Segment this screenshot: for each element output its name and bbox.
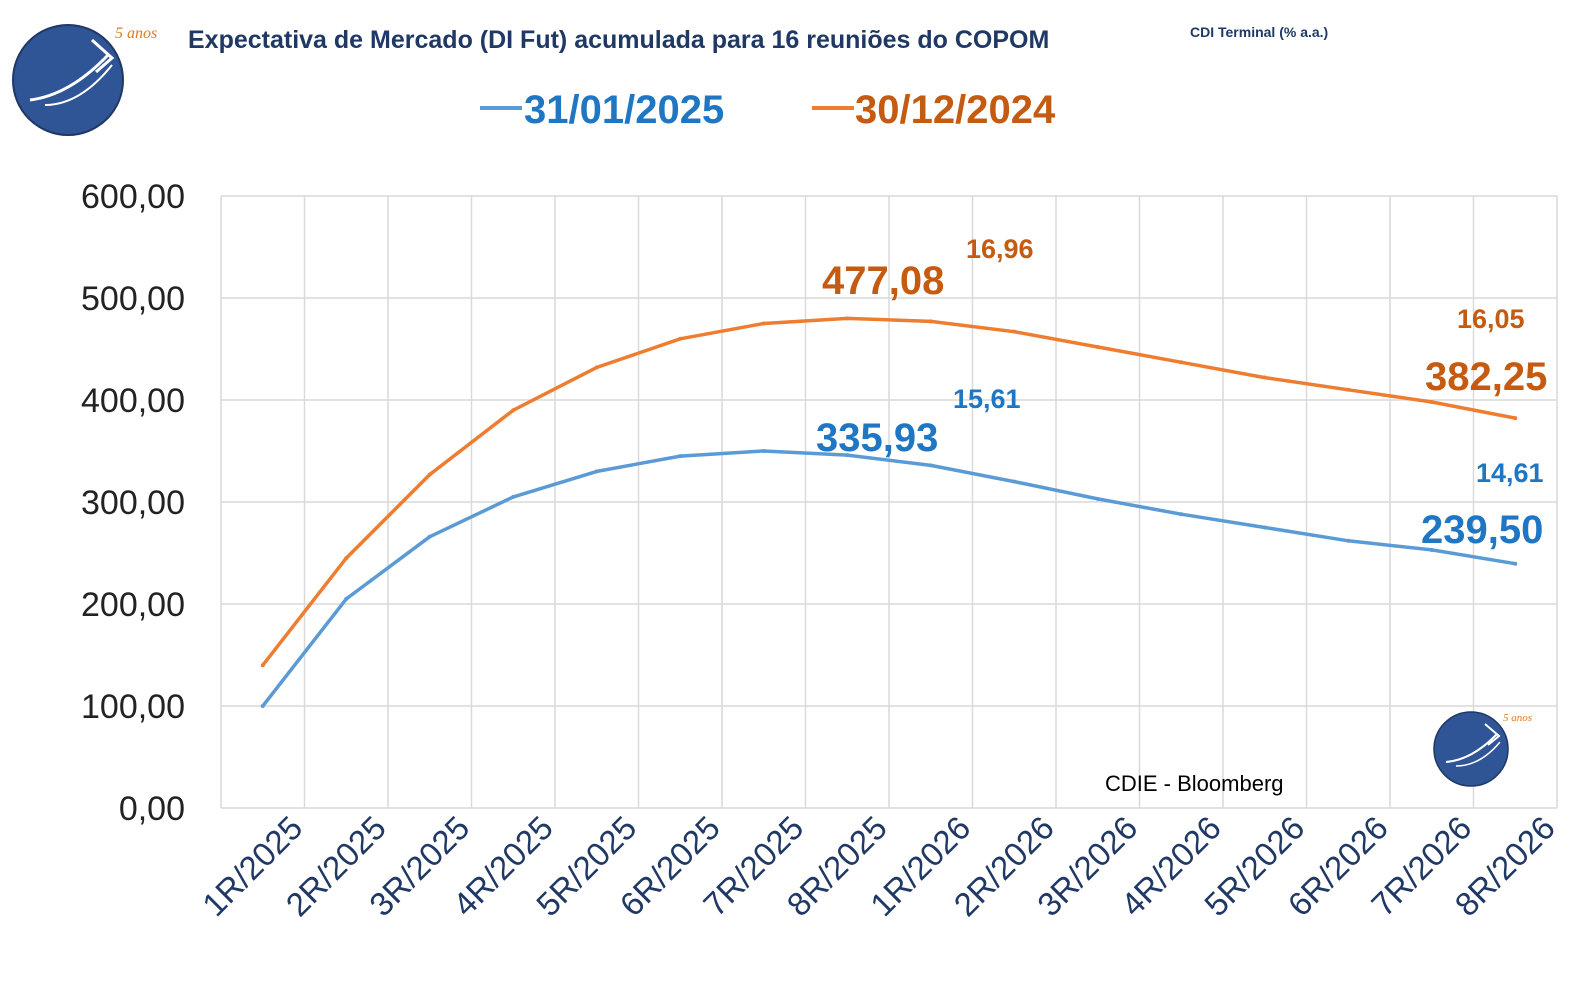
data-point: [1346, 387, 1351, 392]
series-30-12-2024: [260, 316, 1518, 668]
series-line: [261, 449, 1516, 708]
data-point: [928, 463, 933, 468]
y-tick-label: 600,00: [81, 178, 185, 216]
data-point: [1179, 512, 1184, 517]
annotation-terminal-rate: 16,05: [1457, 304, 1525, 334]
series-line: [261, 316, 1516, 667]
data-point: [260, 704, 265, 708]
series-lines: [260, 316, 1518, 708]
y-tick-label: 0,00: [119, 790, 185, 828]
data-point: [761, 449, 766, 453]
chart-subtitle: CDI Terminal (% a.a.): [1190, 24, 1328, 40]
data-point: [845, 316, 850, 321]
series-31-01-2025: [260, 449, 1518, 708]
data-annotations: 477,08 16,96 382,25 16,05 335,93 15,61 239,50 1…: [816, 234, 1547, 552]
annotation-value: 335,93: [816, 416, 938, 460]
data-point: [845, 453, 850, 458]
data-point: [1012, 329, 1017, 334]
x-axis-ticks: 1R/20252R/20253R/20254R/20255R/20256R/20…: [195, 809, 1562, 923]
logo-badge: 5 anos: [12, 24, 157, 136]
annotation-terminal-rate: 14,61: [1476, 458, 1544, 488]
data-point: [1429, 400, 1434, 405]
y-tick-label: 500,00: [81, 280, 185, 318]
y-tick-label: 300,00: [81, 484, 185, 522]
data-point: [928, 319, 933, 324]
data-point: [344, 596, 349, 601]
gridlines: [220, 195, 1558, 809]
data-point: [427, 472, 432, 477]
data-point: [594, 365, 599, 370]
data-point: [1012, 479, 1017, 484]
data-point: [1346, 538, 1351, 543]
data-point: [260, 663, 265, 668]
source-note: CDIE - Bloomberg: [1105, 771, 1284, 796]
data-point: [1179, 360, 1184, 365]
data-point: [1262, 525, 1267, 530]
y-tick-label: 400,00: [81, 382, 185, 420]
data-point: [344, 556, 349, 561]
data-point: [1262, 375, 1267, 380]
y-axis-ticks: 0,00 100,00 200,00 300,00 400,00 500,00 600,00: [81, 178, 185, 828]
logo-text: 5 anos: [115, 25, 157, 42]
data-point: [1095, 496, 1100, 501]
legend: 31/01/2025 30/12/2024: [480, 88, 1056, 132]
data-point: [678, 336, 683, 341]
data-point: [511, 494, 516, 499]
data-point: [678, 454, 683, 459]
data-point: [1429, 547, 1434, 552]
annotation-value: 239,50: [1421, 508, 1543, 552]
annotation-terminal-rate: 15,61: [953, 384, 1021, 414]
annotation-value: 477,08: [822, 259, 944, 303]
data-point: [427, 534, 432, 539]
data-point: [761, 321, 766, 326]
data-point: [1513, 561, 1518, 566]
annotation-value: 382,25: [1425, 355, 1547, 399]
logo-text-small: 5 anos: [1503, 712, 1532, 724]
logo-badge-small: 5 anos: [1433, 711, 1532, 787]
data-point: [511, 408, 516, 413]
data-point: [1095, 344, 1100, 349]
y-tick-label: 100,00: [81, 688, 185, 726]
data-point: [1513, 416, 1518, 421]
legend-label-30-12-2024: 30/12/2024: [855, 88, 1056, 132]
y-tick-label: 200,00: [81, 586, 185, 624]
legend-label-31-01-2025: 31/01/2025: [524, 88, 724, 132]
annotation-terminal-rate: 16,96: [966, 234, 1034, 264]
data-point: [594, 469, 599, 474]
chart-title: Expectativa de Mercado (DI Fut) acumulad…: [188, 26, 1049, 54]
